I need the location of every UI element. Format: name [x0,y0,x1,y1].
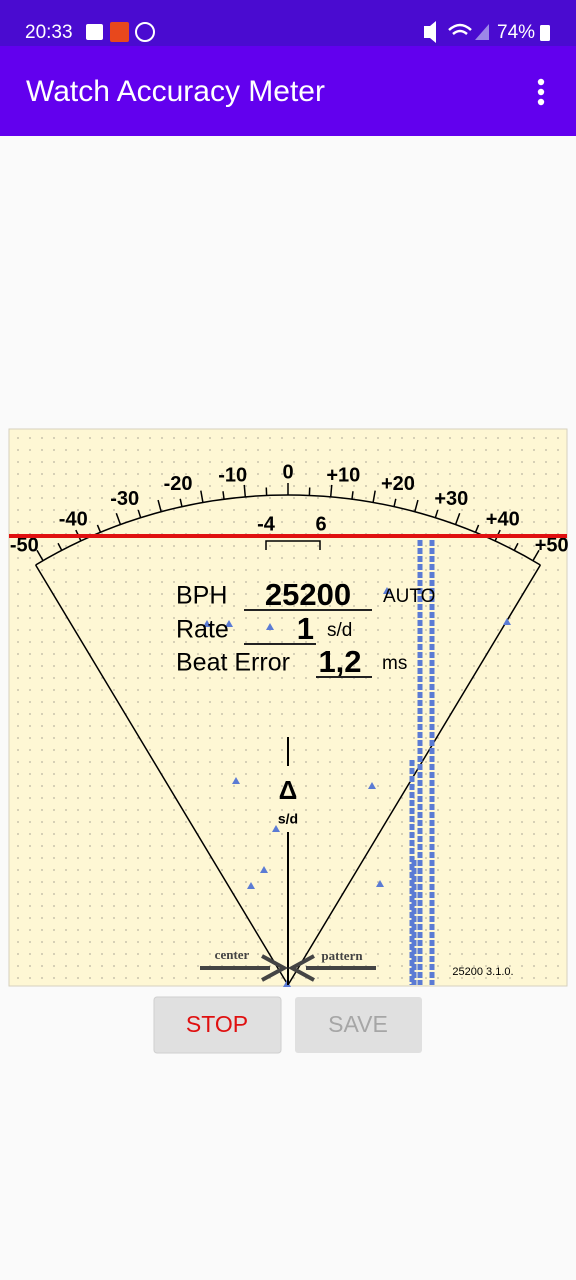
delta-unit: s/d [278,811,298,827]
scale-label: 0 [282,461,293,483]
scale-label: +20 [381,473,415,495]
beat-error-unit: ms [382,653,407,674]
battery-text: 74% [497,22,535,43]
app-title: Watch Accuracy Meter [26,75,325,108]
beat-marker [225,620,233,627]
dial-tick [96,524,102,533]
center-arrow [200,954,289,982]
center-label: center [215,947,250,962]
stop-button[interactable]: STOP [153,996,282,1054]
bph-mode: AUTO [383,586,435,607]
beat-marker [503,618,511,625]
beat-marker [232,777,240,784]
scale-label: -40 [59,508,88,530]
scale-label: -10 [218,464,247,486]
dial-tick [474,524,480,533]
mute-icon [424,21,436,43]
center-scale-label: 6 [315,513,326,535]
dial-tick [200,490,204,503]
dial-tick [36,549,44,562]
dial-tick [434,509,439,518]
scale-label: +30 [434,488,468,510]
dial-tick [115,513,122,525]
rate-value: 1 [297,611,314,646]
dial-tick [513,542,519,551]
overflow-menu[interactable] [537,78,545,106]
signal-icon [475,24,489,40]
beat-marker [383,587,391,594]
dial-tick [157,499,162,512]
beat-marker [203,620,211,627]
delta-symbol: Δ [279,775,298,805]
dial-tick [414,499,419,512]
dial-tick [243,484,247,497]
dial-tick [179,498,183,507]
gallery-icon [86,24,103,40]
dial-tick [57,542,63,551]
scale-label: +10 [326,464,360,486]
save-button[interactable]: SAVE [295,997,422,1053]
scale-label: -30 [110,488,139,510]
beat-marker [272,825,280,832]
scale-label: +40 [486,508,520,530]
rate-label: Rate [176,616,229,644]
app-bar [0,46,576,136]
beat-marker [247,882,255,889]
beat-marker [368,782,376,789]
battery-icon [540,25,550,41]
center-scale-label: -4 [257,513,276,535]
shop-icon [110,22,129,42]
dial-tick [137,509,142,518]
beat-error-label: Beat Error [176,649,290,677]
viber-icon [135,22,155,42]
dial-tick [351,491,354,500]
dial-tick [393,498,397,507]
bph-label: BPH [176,582,227,610]
beat-error-value: 1,2 [318,644,361,679]
scale-label: -50 [10,534,39,556]
rate-unit: s/d [327,620,352,641]
dial-tick [372,490,376,503]
scale-label: -20 [164,473,193,495]
dial-wedge [34,564,542,986]
bph-value: 25200 [265,577,351,612]
dial-tick [532,549,540,562]
save-label: SAVE [328,1011,388,1037]
pattern-label: pattern [321,948,363,963]
center-bracket [265,540,321,550]
version-label: 25200 3.1.0. [452,966,513,978]
beat-marker [266,623,274,630]
stop-label: STOP [186,1011,248,1037]
status-time: 20:33 [25,22,73,43]
dial-tick [329,484,333,497]
beat-marker [260,866,268,873]
dial-arc [35,494,541,566]
beat-marker [376,880,384,887]
meter-dial: -50 -40 -30 -20 -10 0 +10 +20 +30 +40 +50 -4 6 [9,461,569,987]
wifi-icon [448,23,472,35]
dial-tick [222,491,225,500]
scale-label: +50 [535,534,569,556]
dial-tick [454,513,461,525]
pattern-arrow [287,954,376,982]
